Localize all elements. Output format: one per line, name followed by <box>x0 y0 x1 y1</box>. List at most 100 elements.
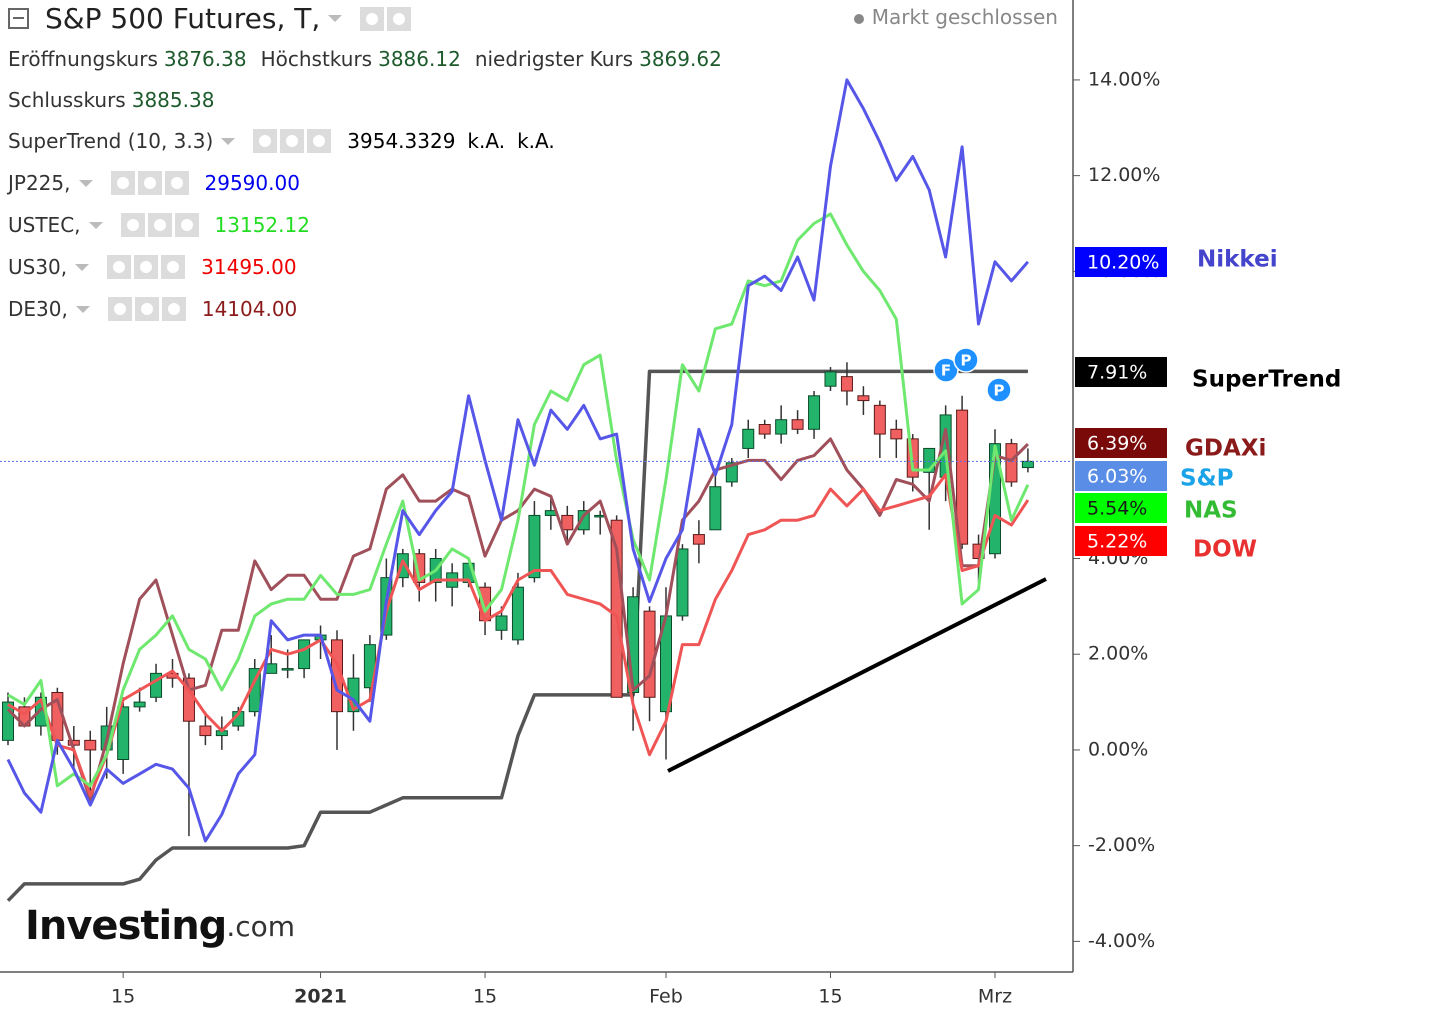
indicator-dropdown[interactable] <box>88 221 103 229</box>
series-name: NAS <box>1184 498 1238 524</box>
candle-body <box>1005 443 1018 483</box>
price-tag <box>1075 247 1167 277</box>
remove-icon[interactable] <box>161 297 186 321</box>
candle-body <box>495 615 508 631</box>
price-tag <box>1075 461 1167 491</box>
visibility-icon[interactable] <box>107 297 132 321</box>
candle-body <box>840 376 853 392</box>
indicator-name: SuperTrend (10, 3.3) <box>8 129 214 153</box>
title-dropdown[interactable] <box>328 15 343 22</box>
settings-icon[interactable] <box>134 255 159 279</box>
series-name: S&P <box>1180 466 1233 492</box>
candle-body <box>2 701 14 741</box>
settings-icon[interactable] <box>134 297 159 321</box>
candle-body <box>725 462 738 483</box>
visibility-icon[interactable] <box>110 171 135 195</box>
visibility-icon[interactable] <box>120 213 145 237</box>
watermark: Investing.com <box>25 903 295 949</box>
x-tick-label: Mrz <box>978 986 1012 1008</box>
series-line <box>6 427 1029 802</box>
candle-body <box>791 419 804 430</box>
indicator-dropdown[interactable] <box>75 305 90 313</box>
ohlc-value: 3869.62 <box>639 47 722 71</box>
indicator-dropdown[interactable] <box>78 179 93 187</box>
event-marker-label: P <box>961 352 972 370</box>
settings-icon[interactable] <box>137 171 162 195</box>
indicator-value: 13152.12 <box>214 213 310 237</box>
y-tick-label: 0.00% <box>1088 738 1148 760</box>
event-marker <box>986 377 1012 403</box>
remove-icon[interactable] <box>307 129 332 153</box>
price-tag <box>1075 493 1167 523</box>
indicator-dropdown[interactable] <box>221 137 236 145</box>
ohlc-label: Höchstkurs <box>260 47 373 71</box>
visibility-icon[interactable] <box>253 129 278 153</box>
series-line <box>6 369 1028 902</box>
series-name: SuperTrend <box>1192 367 1341 393</box>
event-marker <box>933 357 959 383</box>
remove-icon[interactable] <box>164 171 189 195</box>
candle-body <box>133 701 146 708</box>
price-tag-label: 5.54% <box>1087 498 1147 520</box>
visibility-icon[interactable] <box>360 6 385 31</box>
price-tag <box>1075 428 1167 458</box>
x-tick-label: 2021 <box>294 986 347 1008</box>
candle-body <box>890 428 903 440</box>
candle-body <box>561 514 574 531</box>
settings-icon[interactable] <box>387 6 412 31</box>
indicator-value: k.A. <box>517 129 555 153</box>
remove-icon[interactable] <box>174 213 199 237</box>
watermark-suffix: .com <box>226 910 295 943</box>
candle-body <box>117 706 130 761</box>
price-tag-label: 6.03% <box>1087 466 1147 488</box>
indicator-value: 31495.00 <box>201 255 297 279</box>
candle-body <box>511 586 524 641</box>
series-name: DOW <box>1193 537 1257 563</box>
remove-icon[interactable] <box>161 255 186 279</box>
candle-body <box>577 510 590 531</box>
visibility-icon[interactable] <box>107 255 132 279</box>
candle-body <box>758 424 771 435</box>
title-row: S&P 500 Futures, T, <box>8 2 414 35</box>
candle-body <box>709 486 722 531</box>
candle-body <box>857 395 870 402</box>
candle-body <box>956 409 969 545</box>
market-status: Markt geschlossen <box>854 5 1058 29</box>
x-tick-label: Feb <box>649 986 683 1008</box>
candle-body <box>281 668 294 671</box>
series-name: Nikkei <box>1197 247 1278 273</box>
candle-body <box>742 428 755 449</box>
event-marker-label: F <box>941 362 951 380</box>
candle-body <box>643 610 656 698</box>
indicator-value: 14104.00 <box>201 297 298 321</box>
series-line <box>6 78 1030 843</box>
indicator-value: 29590.00 <box>204 171 300 195</box>
indicator-row: USTEC, 13152.12 <box>8 213 322 237</box>
settings-icon[interactable] <box>147 213 172 237</box>
chart-title: S&P 500 Futures, T, <box>45 2 321 35</box>
trend-line <box>667 577 1047 773</box>
price-tag-label: 5.22% <box>1087 531 1147 553</box>
candle-body <box>1021 460 1034 469</box>
event-marker <box>953 347 979 373</box>
candle-body <box>873 404 886 435</box>
price-tag-label: 10.20% <box>1087 252 1159 274</box>
settings-icon[interactable] <box>280 129 305 153</box>
indicator-value: k.A. <box>467 129 506 153</box>
ohlc-label: Eröffnungskurs <box>8 47 158 71</box>
candle-body <box>808 395 821 430</box>
indicator-row: DE30, 14104.00 <box>8 297 309 321</box>
ohlc-value: 3876.38 <box>163 47 247 71</box>
y-tick-label: -4.00% <box>1088 930 1155 952</box>
y-tick-label: 12.00% <box>1088 164 1160 186</box>
indicator-dropdown[interactable] <box>75 263 90 271</box>
collapse-button[interactable] <box>8 8 29 29</box>
ohlc-row: Schlusskurs 3885.38 <box>8 88 228 112</box>
indicator-name: USTEC, <box>8 213 81 237</box>
y-tick-label: -2.00% <box>1088 834 1155 856</box>
candle-body <box>824 371 837 387</box>
price-tag <box>1075 357 1167 387</box>
indicator-name: DE30, <box>8 297 68 321</box>
indicator-name: US30, <box>8 255 68 279</box>
